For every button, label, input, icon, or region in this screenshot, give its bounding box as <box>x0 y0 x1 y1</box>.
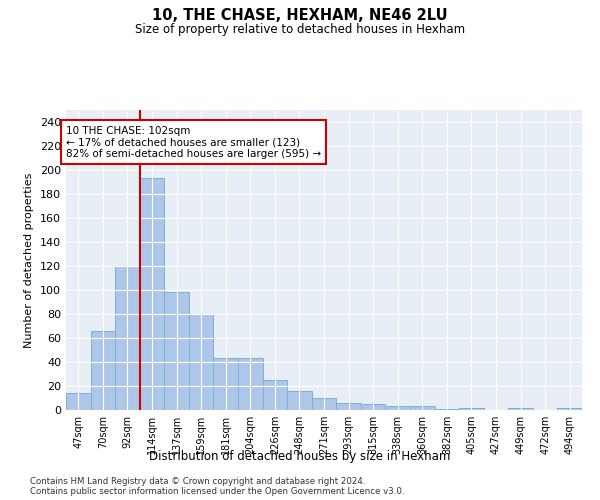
Bar <box>287 391 312 410</box>
Bar <box>434 409 459 410</box>
Y-axis label: Number of detached properties: Number of detached properties <box>25 172 34 348</box>
Bar <box>140 178 164 410</box>
Bar <box>115 266 140 410</box>
Bar <box>459 408 484 410</box>
Bar <box>263 380 287 410</box>
Bar <box>557 408 582 410</box>
Text: Size of property relative to detached houses in Hexham: Size of property relative to detached ho… <box>135 22 465 36</box>
Bar <box>189 314 214 410</box>
Text: 10 THE CHASE: 102sqm
← 17% of detached houses are smaller (123)
82% of semi-deta: 10 THE CHASE: 102sqm ← 17% of detached h… <box>66 126 321 159</box>
Bar <box>336 403 361 410</box>
Bar <box>508 408 533 410</box>
Bar <box>214 358 238 410</box>
Bar <box>164 292 189 410</box>
Text: Distribution of detached houses by size in Hexham: Distribution of detached houses by size … <box>149 450 451 463</box>
Bar <box>238 358 263 410</box>
Bar <box>312 398 336 410</box>
Text: 10, THE CHASE, HEXHAM, NE46 2LU: 10, THE CHASE, HEXHAM, NE46 2LU <box>152 8 448 22</box>
Bar <box>410 406 434 410</box>
Bar <box>91 331 115 410</box>
Bar <box>361 404 385 410</box>
Bar <box>385 406 410 410</box>
Text: Contains HM Land Registry data © Crown copyright and database right 2024.: Contains HM Land Registry data © Crown c… <box>30 478 365 486</box>
Bar <box>66 393 91 410</box>
Text: Contains public sector information licensed under the Open Government Licence v3: Contains public sector information licen… <box>30 488 404 496</box>
